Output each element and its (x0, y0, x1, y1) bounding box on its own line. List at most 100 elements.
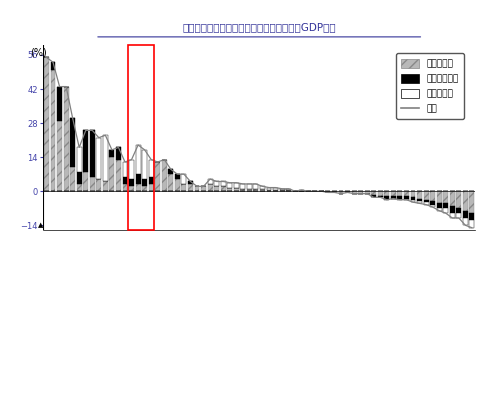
Bar (214, 186, 219, 191)
Bar (122, 177, 128, 184)
Bar (84, 172, 88, 191)
Bar (391, 196, 396, 199)
Bar (266, 187, 272, 190)
Bar (194, 186, 200, 191)
Bar (128, 45, 155, 230)
合計 (148, 157, 154, 162)
Bar (129, 186, 134, 191)
Bar (57, 121, 62, 191)
Bar (410, 200, 416, 202)
Bar (397, 191, 402, 196)
Bar (352, 191, 357, 194)
Text: (%): (%) (30, 48, 47, 58)
Bar (469, 191, 474, 213)
Bar (444, 191, 448, 203)
Bar (103, 135, 108, 182)
Bar (90, 177, 95, 191)
Bar (77, 148, 82, 172)
Bar (109, 150, 114, 157)
Bar (109, 157, 114, 191)
Bar (437, 203, 442, 208)
Bar (228, 187, 232, 191)
Bar (437, 208, 442, 211)
Bar (345, 191, 350, 192)
Bar (397, 196, 402, 199)
Bar (175, 174, 180, 179)
Bar (424, 200, 429, 202)
Bar (234, 183, 239, 187)
Bar (122, 162, 128, 177)
Bar (260, 186, 265, 189)
Line: 合計: 合計 (47, 58, 472, 228)
Bar (280, 190, 285, 191)
Bar (417, 201, 422, 203)
Bar (188, 184, 193, 191)
Bar (450, 213, 455, 218)
Bar (149, 177, 154, 184)
Bar (129, 179, 134, 186)
Bar (64, 87, 69, 191)
Bar (70, 167, 75, 191)
Bar (404, 196, 409, 199)
Bar (417, 191, 422, 199)
Bar (404, 199, 409, 200)
Bar (90, 130, 95, 177)
Bar (181, 174, 186, 184)
Bar (260, 189, 265, 191)
Bar (378, 196, 383, 197)
Bar (253, 184, 258, 189)
Bar (410, 191, 416, 197)
Legend: 食料品など, 非食品原材料, 鉱物性燃料, 合計: 食料品など, 非食品原材料, 鉱物性燃料, 合計 (396, 53, 464, 119)
Text: （図表１）各国の一次産品の貿易収支（対GDP比）: （図表１）各国の一次産品の貿易収支（対GDP比） (182, 22, 336, 32)
Bar (84, 130, 88, 172)
Bar (116, 148, 121, 159)
Bar (168, 174, 173, 191)
Bar (162, 159, 167, 191)
合計 (109, 148, 115, 152)
Bar (430, 191, 435, 201)
Bar (456, 208, 461, 213)
Bar (136, 145, 141, 174)
Bar (280, 189, 285, 190)
Bar (338, 191, 344, 194)
Bar (417, 199, 422, 201)
Bar (247, 189, 252, 191)
Bar (136, 174, 141, 184)
Bar (208, 179, 213, 184)
Bar (149, 184, 154, 191)
Bar (221, 182, 226, 186)
Bar (325, 191, 330, 192)
Bar (450, 191, 455, 206)
Bar (463, 211, 468, 218)
Bar (103, 182, 108, 191)
Text: ▲: ▲ (38, 222, 43, 228)
Bar (300, 190, 304, 191)
Bar (142, 179, 147, 186)
Bar (397, 199, 402, 200)
Bar (247, 184, 252, 189)
Bar (410, 197, 416, 200)
Bar (234, 187, 239, 191)
Bar (77, 172, 82, 184)
Bar (450, 206, 455, 213)
Bar (149, 159, 154, 177)
Bar (50, 69, 56, 191)
Bar (116, 159, 121, 191)
Bar (240, 184, 245, 189)
Bar (463, 218, 468, 225)
Bar (430, 205, 435, 207)
Bar (142, 150, 147, 179)
Bar (444, 203, 448, 208)
Bar (358, 191, 363, 194)
Bar (201, 186, 206, 191)
Bar (444, 208, 448, 213)
Bar (378, 191, 383, 196)
Bar (156, 162, 160, 191)
Bar (188, 182, 193, 184)
Bar (57, 87, 62, 121)
Bar (96, 138, 101, 179)
Bar (175, 179, 180, 191)
合計 (377, 195, 383, 200)
Bar (228, 183, 232, 187)
Bar (168, 169, 173, 174)
